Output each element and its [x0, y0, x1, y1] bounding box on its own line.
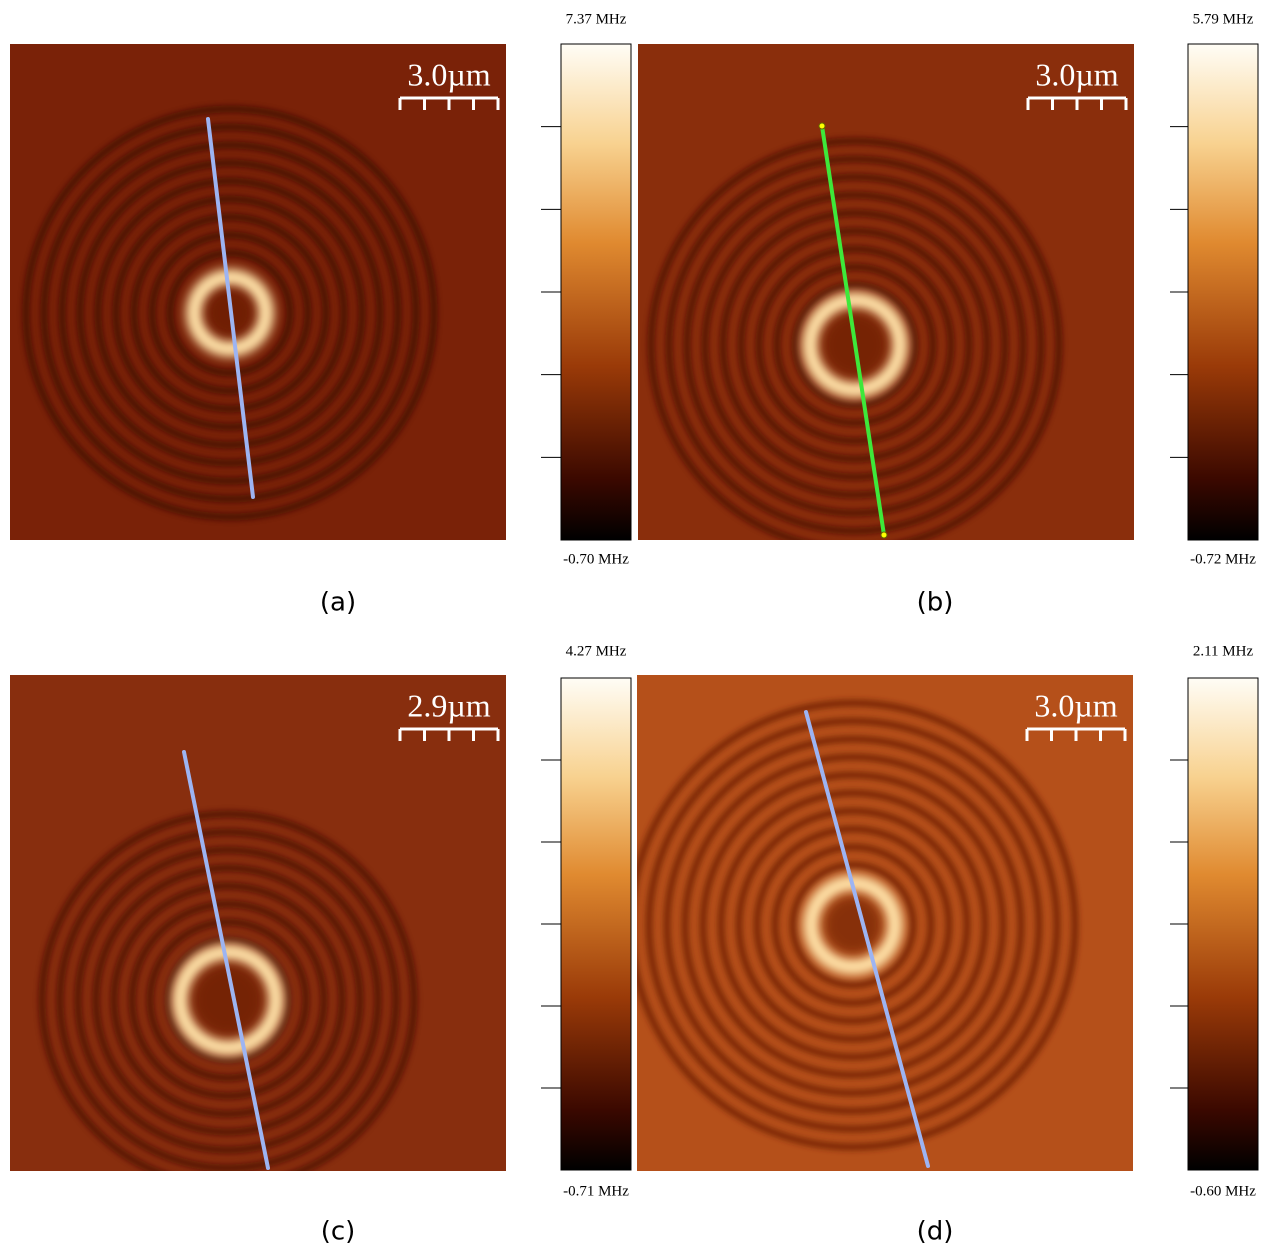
profile-line [182, 750, 270, 1170]
ring [76, 159, 384, 467]
ring [112, 195, 348, 431]
image-background [10, 675, 506, 1171]
ring [735, 807, 971, 1043]
ring [683, 173, 1027, 517]
colorbar [560, 677, 632, 1171]
bright-ring [802, 292, 908, 398]
profile-line [206, 117, 255, 499]
ring [74, 846, 382, 1154]
caption: (b) [917, 588, 954, 618]
micrograph [10, 44, 506, 540]
ring [128, 900, 328, 1100]
panel: 3.0µm 7.37 MHz -0.70 MHz (a) [10, 11, 632, 618]
ring [665, 155, 1045, 535]
ring [58, 141, 402, 485]
scale-bar-label: 3.0µm [1034, 687, 1117, 723]
colorbar-max: 2.11 MHz [1193, 643, 1254, 659]
colorbar-max: 7.37 MHz [566, 11, 627, 27]
ring [737, 227, 973, 463]
ring [22, 105, 438, 521]
micrograph [638, 44, 1134, 540]
ring [92, 864, 364, 1136]
micrograph [10, 675, 506, 1171]
ring [753, 825, 953, 1025]
colorbar-max: 5.79 MHz [1193, 11, 1254, 27]
ring [637, 699, 1079, 1151]
panel: 3.0µm 5.79 MHz -0.72 MHz (b) [638, 11, 1259, 618]
bright-core [825, 897, 881, 953]
colorbar-min: -0.72 MHz [1190, 551, 1256, 567]
colorbar-min: -0.71 MHz [563, 1183, 629, 1199]
colorbar-max: 4.27 MHz [566, 643, 627, 659]
colorbar [1187, 43, 1259, 541]
ring [110, 882, 346, 1118]
ring [94, 177, 366, 449]
panel: 3.0µm 2.11 MHz -0.60 MHz (d) [637, 643, 1259, 1247]
caption: (a) [320, 588, 356, 618]
ring [130, 213, 330, 413]
ring [771, 843, 935, 1007]
ring [755, 245, 955, 445]
ring [701, 191, 1009, 499]
ring [164, 936, 292, 1064]
ring [791, 281, 919, 409]
ring [148, 231, 312, 395]
ring [773, 263, 937, 427]
ring [789, 861, 917, 989]
bright-ring [172, 944, 284, 1056]
ring [146, 918, 310, 1082]
caption: (c) [321, 1217, 356, 1247]
ring [719, 209, 991, 481]
ring [40, 123, 420, 503]
panel: 2.9µm 4.27 MHz -0.71 MHz (c) [10, 643, 632, 1247]
ring [663, 735, 1043, 1115]
bright-core [194, 966, 262, 1034]
scale-bar-label: 2.9µm [407, 687, 490, 723]
ring [681, 753, 1025, 1097]
ring [645, 717, 1061, 1133]
ring [717, 789, 989, 1061]
colorbar [1187, 677, 1259, 1171]
colorbar-min: -0.60 MHz [1190, 1183, 1256, 1199]
colorbar-min: -0.70 MHz [563, 551, 629, 567]
profile-line [820, 124, 886, 537]
caption: (d) [917, 1217, 954, 1247]
ring [56, 828, 400, 1171]
ring [647, 137, 1063, 540]
colorbar [560, 43, 632, 541]
scale-bar-label: 3.0µm [407, 56, 490, 92]
ring [166, 249, 294, 377]
ring [38, 810, 418, 1171]
ring [699, 771, 1007, 1079]
bright-ring [186, 269, 274, 357]
profile-line [804, 710, 930, 1168]
micrograph [637, 675, 1133, 1171]
endpoint [880, 531, 888, 539]
endpoint [818, 122, 826, 130]
scale-bar-label: 3.0µm [1035, 56, 1118, 92]
